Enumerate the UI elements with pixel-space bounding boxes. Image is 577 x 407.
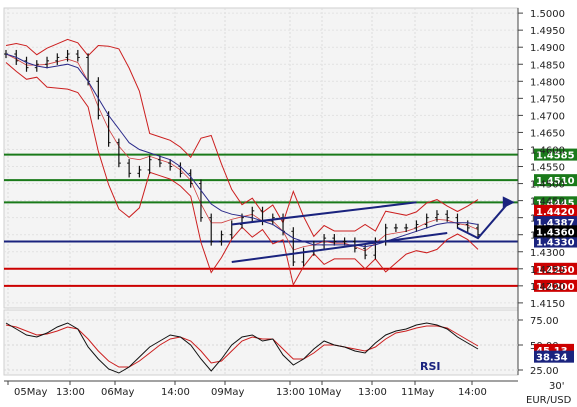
- time-tick-label: 13:00: [358, 387, 387, 398]
- rsi-panel-label: RSI: [420, 360, 441, 373]
- level-label: 1.4510: [536, 176, 575, 187]
- level-label: 1.4200: [536, 282, 575, 293]
- rsi-signal-line: [5, 324, 479, 368]
- level-label-box: [534, 174, 577, 187]
- time-tick-label: 06May: [101, 387, 134, 398]
- moving-average-line: [5, 53, 479, 248]
- time-tick-label: 13:00: [276, 387, 305, 398]
- time-tick-label: 14:00: [161, 387, 190, 398]
- channel-upper-line: [231, 201, 417, 226]
- level-label: 1.4585: [536, 151, 575, 162]
- instrument-label: EUR/USD: [526, 395, 572, 406]
- price-marker-box: [534, 225, 577, 238]
- price-tick-label: 1.4750: [530, 94, 565, 105]
- rsi-tick-label: 75.00: [530, 316, 559, 327]
- trend-channel: [231, 196, 515, 263]
- main-plot-area: [3, 7, 519, 309]
- price-tick-label: 1.4550: [530, 163, 565, 174]
- time-tick-label: 13:00: [56, 387, 85, 398]
- price-tick-label: 1.4250: [530, 265, 565, 276]
- moving-average: [5, 53, 479, 248]
- price-tick-label: 1.4300: [530, 248, 565, 259]
- level-label-box: [534, 235, 577, 248]
- price-tick-label: 1.4650: [530, 128, 565, 139]
- upper-band: [5, 38, 479, 238]
- price-tick-label: 1.4900: [530, 43, 565, 54]
- level-label-box: [534, 262, 577, 275]
- price-tick-label: 1.5000: [530, 9, 565, 20]
- price-tick-label: 1.4450: [530, 197, 565, 208]
- price-tick-label: 1.4800: [530, 77, 565, 88]
- price-marker-box: [534, 204, 577, 217]
- price-tick-label: 1.4200: [530, 282, 565, 293]
- price-marker-label: 1.4387: [536, 218, 575, 229]
- time-tick-label: 05May: [14, 387, 47, 398]
- level-label: 1.4330: [536, 238, 575, 249]
- time-tick-label: 09May: [211, 387, 244, 398]
- price-tick-label: 1.4600: [530, 145, 565, 156]
- rsi-tick-label: 25.00: [530, 366, 559, 377]
- rsi-line: [5, 322, 479, 374]
- projection-path: [457, 201, 510, 240]
- projection-arrowhead: [502, 196, 515, 209]
- price-tick-label: 1.4950: [530, 26, 565, 37]
- level-label-box: [534, 148, 577, 161]
- price-marker-label: 1.4420: [536, 207, 575, 218]
- time-tick-label: 11May: [401, 387, 434, 398]
- price-tick-label: 1.4700: [530, 111, 565, 122]
- support-resistance-levels: 1.4585 1.4510 1.4445 1.4330 1.4250 1.4200: [4, 148, 577, 293]
- level-label-box: [534, 279, 577, 292]
- price-tick-label: 1.4850: [530, 60, 565, 71]
- price-marker-box: [534, 216, 577, 229]
- channel-lower-line: [231, 232, 448, 263]
- time-axis: 05May 13:00 06May 14:00 09May 13:00 10May 13:00…: [4, 380, 572, 406]
- time-tick-label: 10May: [308, 387, 341, 398]
- rsi-marker-box: [534, 350, 574, 363]
- price-marker-label: 1.4360: [536, 227, 575, 238]
- price-axis: 1.5000 1.4950 1.4900 1.4850 1.4800 1.4750 1.47…: [517, 8, 577, 375]
- level-label: 1.4445: [536, 198, 575, 209]
- price-tick-label: 1.4150: [530, 299, 565, 310]
- level-label: 1.4250: [536, 265, 575, 276]
- price-tick-label: 1.4500: [530, 180, 565, 191]
- rsi-plot-area: [3, 309, 519, 376]
- timeframe-label: 30': [549, 381, 564, 392]
- rsi-marker-label: 38.34: [536, 353, 568, 364]
- time-tick-label: 14:00: [458, 387, 487, 398]
